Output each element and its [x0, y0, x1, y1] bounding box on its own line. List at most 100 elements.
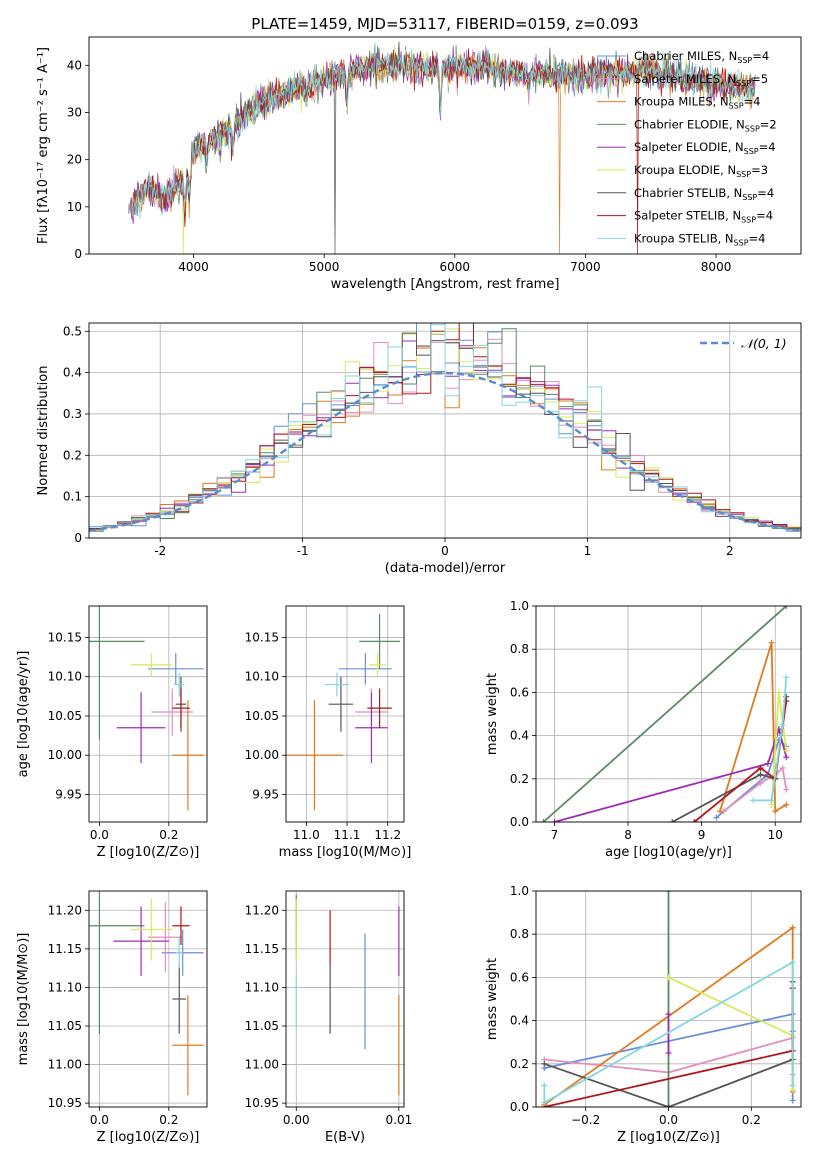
- x-tick-label: 0.00: [283, 1113, 310, 1127]
- x-tick-label: 9: [698, 828, 706, 842]
- y-tick-label: 0.5: [63, 324, 82, 338]
- y-tick-label: 9.95: [252, 788, 279, 802]
- y-tick-label: 0.3: [63, 407, 82, 421]
- axes-frame: [88, 36, 802, 255]
- x-tick-label: 0: [441, 544, 449, 558]
- y-tick-label: 0.2: [510, 1057, 529, 1071]
- x-tick-label: 8: [624, 828, 632, 842]
- weight-line-salpeter-elodie: [554, 725, 788, 822]
- y-tick-label: 11.15: [48, 942, 82, 956]
- y-tick-label: 10.05: [48, 709, 82, 723]
- y-tick-label: 10.00: [48, 748, 82, 762]
- y-axis-label: Flux [fλ10⁻¹⁷ erg cm⁻² s⁻¹ A⁻¹]: [36, 47, 51, 244]
- errorbar-chabrier-elodie: [359, 613, 400, 669]
- x-tick-label: 10: [768, 828, 783, 842]
- figure-title: PLATE=1459, MJD=53117, FIBERID=0159, z=0…: [251, 15, 638, 33]
- errorbar-kroupa-miles: [172, 995, 204, 1096]
- y-tick-label: 0.2: [510, 772, 529, 786]
- panel-mass-vs-Z: 0.0 0.2 10.95 11.00 11.05 11.10 11.15 11.20 Z [l…: [16, 890, 208, 1145]
- axes-frame: [88, 322, 802, 539]
- legend-entry: Chabrier ELODIE, NSSP=2: [634, 117, 777, 133]
- axes-frame: [88, 605, 208, 823]
- y-tick-label: 30: [67, 105, 82, 119]
- errorbar-kroupa-stelib: [174, 672, 185, 697]
- x-axis-label: (data-model)/error: [385, 561, 506, 576]
- weight-line-chabrier-elodie: [542, 606, 787, 822]
- histogram-kroupa-stelib: [89, 324, 801, 538]
- plot-area: [286, 613, 400, 811]
- y-tick-label: 0.6: [510, 970, 529, 984]
- y-tick-label: 9.95: [55, 788, 82, 802]
- y-tick-label: 10.10: [245, 670, 279, 684]
- x-tick-label: 8000: [701, 260, 732, 274]
- y-tick-label: 1.0: [510, 884, 529, 898]
- y-tick-label: 11.05: [48, 1019, 82, 1033]
- y-tick-label: 0.4: [510, 1014, 529, 1028]
- y-tick-label: 0: [74, 247, 82, 261]
- errorbar-kroupa-stelib: [175, 937, 183, 969]
- y-tick-label: 0.8: [510, 642, 529, 656]
- plot-area: [295, 894, 400, 1096]
- panel-spectrum: 4000 5000 6000 7000 8000 0 10 20 30 40 wavelength …: [36, 36, 802, 292]
- y-tick-label: 10.15: [245, 630, 279, 644]
- y-tick-label: 0.4: [63, 366, 82, 380]
- x-tick-label: 5000: [309, 260, 340, 274]
- normal-curve: [89, 371, 801, 532]
- x-tick-label: 0.0: [90, 828, 109, 842]
- y-tick-label: 0.1: [63, 490, 82, 504]
- errorbar-salpeter-stelib: [367, 688, 392, 728]
- x-tick-label: 11.0: [293, 828, 320, 842]
- errorbar-chabrier-miles: [148, 653, 204, 685]
- y-axis-label: mass weight: [485, 958, 500, 1040]
- errorbar-kroupa-miles: [172, 700, 204, 811]
- plot-area: [541, 891, 796, 1107]
- x-tick-label: -1: [297, 544, 309, 558]
- errorbar-chabrier-elodie: [89, 891, 145, 1034]
- y-axis-label: mass [log10(M/M⊙)]: [16, 933, 31, 1066]
- errorbar-salpeter-elodie: [116, 692, 166, 764]
- legend-entry: Salpeter MILES, NSSP=5: [634, 72, 768, 88]
- legend-entry: Kroupa ELODIE, NSSP=3: [634, 163, 768, 179]
- errorbar-kroupa-elodie: [130, 898, 173, 961]
- y-tick-label: 11.20: [48, 903, 82, 917]
- x-tick-label: 7000: [570, 260, 601, 274]
- x-axis-label: wavelength [Angstrom, rest frame]: [331, 277, 560, 292]
- y-tick-label: 0: [74, 531, 82, 545]
- x-axis-label: mass [log10(M/M⊙)]: [279, 845, 412, 860]
- y-tick-label: 10.15: [48, 630, 82, 644]
- x-tick-label: −0.2: [571, 1113, 600, 1127]
- legend-entry: Salpeter ELODIE, NSSP=4: [634, 140, 776, 156]
- errorbar-salpeter-miles: [151, 688, 194, 736]
- x-tick-label: 11.2: [374, 828, 401, 842]
- x-tick-label: -2: [154, 544, 166, 558]
- errorbar-salpeter-miles: [148, 902, 183, 972]
- y-tick-label: 40: [67, 58, 82, 72]
- x-tick-label: 0.2: [742, 1113, 761, 1127]
- axes-frame: [285, 890, 405, 1108]
- y-tick-label: 10.05: [245, 709, 279, 723]
- panel-weights-vs-Z: −0.2 0.0 0.2 0.0 0.2 0.4 0.6 0.8 1.0 Z [log10(Z/Z…: [485, 884, 802, 1145]
- errorbar-kroupa-elodie: [130, 653, 173, 677]
- errorbar-salpeter-elodie: [355, 692, 388, 764]
- y-tick-label: 11.00: [48, 1058, 82, 1072]
- panel-weights-vs-age: 7 8 9 10 0.0 0.2 0.4 0.6 0.8 1.0 age [log10(age/yr…: [485, 599, 802, 860]
- panel-age-vs-Z: 0.0 0.2 9.95 10.00 10.05 10.10 10.15 Z [log10(Z…: [16, 605, 208, 860]
- x-tick-label: 0.2: [159, 1113, 178, 1127]
- y-tick-label: 10.00: [245, 748, 279, 762]
- legend-entry: 𝒩(0, 1): [741, 336, 787, 351]
- weight-line-kroupa-elodie: [668, 976, 794, 1090]
- errorbar-salpeter-stelib: [172, 906, 190, 945]
- errorbar-chabrier-miles: [338, 653, 392, 685]
- y-tick-label: 11.10: [48, 980, 82, 994]
- x-tick-label: 7: [551, 828, 559, 842]
- axes-frame: [88, 890, 208, 1108]
- errorbar-salpeter-elodie: [113, 906, 169, 976]
- legend-entry: Kroupa STELIB, NSSP=4: [634, 231, 765, 247]
- legend-entry: Chabrier STELIB, NSSP=4: [634, 186, 774, 202]
- y-tick-label: 20: [67, 153, 82, 167]
- x-tick-label: 4000: [178, 260, 209, 274]
- x-tick-label: 2: [726, 544, 734, 558]
- errorbar-salpeter-stelib: [172, 688, 190, 728]
- axes-frame: [535, 890, 802, 1108]
- errorbar-kroupa-miles: [286, 700, 343, 811]
